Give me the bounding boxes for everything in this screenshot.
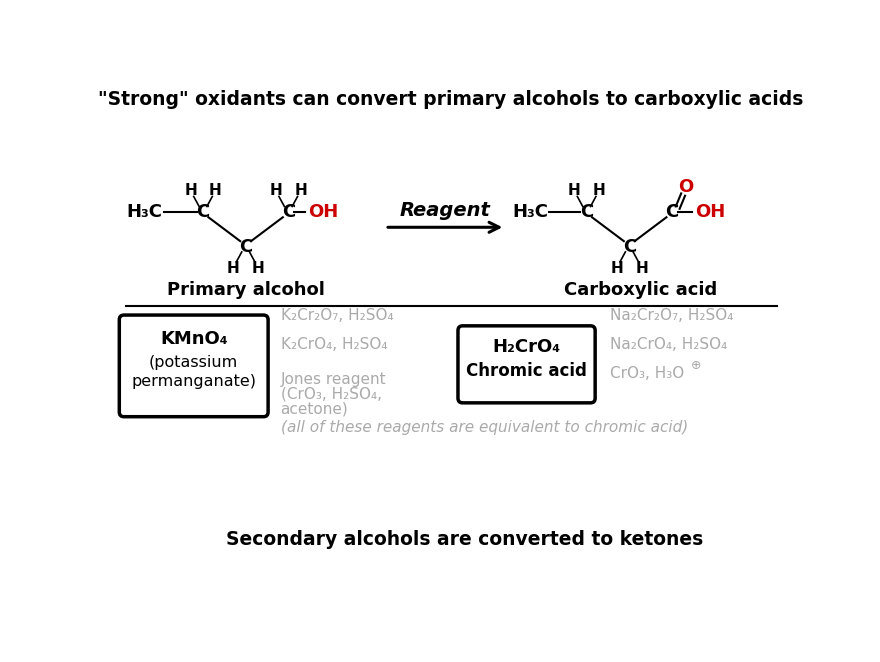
- Text: C: C: [282, 203, 295, 221]
- Text: H: H: [252, 261, 264, 275]
- Text: K₂CrO₄, H₂SO₄: K₂CrO₄, H₂SO₄: [281, 337, 387, 352]
- Text: C: C: [665, 203, 678, 221]
- Text: C: C: [623, 238, 636, 256]
- Text: H: H: [227, 261, 239, 275]
- Text: H: H: [209, 183, 222, 198]
- Text: Secondary alcohols are converted to ketones: Secondary alcohols are converted to keto…: [226, 530, 703, 549]
- Text: C: C: [580, 203, 593, 221]
- Text: KMnO₄: KMnO₄: [160, 330, 228, 348]
- FancyBboxPatch shape: [120, 315, 268, 416]
- Text: OH: OH: [695, 203, 725, 221]
- Text: Jones reagent: Jones reagent: [281, 372, 386, 387]
- Text: Carboxylic acid: Carboxylic acid: [564, 281, 717, 299]
- Text: Primary alcohol: Primary alcohol: [166, 281, 325, 299]
- Text: Chromic acid: Chromic acid: [466, 361, 587, 379]
- Text: Na₂Cr₂O₇, H₂SO₄: Na₂Cr₂O₇, H₂SO₄: [610, 308, 733, 323]
- Text: H: H: [568, 183, 581, 198]
- Text: C: C: [196, 203, 209, 221]
- Text: H: H: [294, 183, 307, 198]
- Text: (potassium: (potassium: [149, 355, 238, 369]
- Text: "Strong" oxidants can convert primary alcohols to carboxylic acids: "Strong" oxidants can convert primary al…: [99, 90, 803, 109]
- Text: H: H: [269, 183, 282, 198]
- Text: H: H: [611, 261, 623, 275]
- Text: C: C: [239, 238, 253, 256]
- FancyBboxPatch shape: [458, 326, 595, 403]
- Text: (all of these reagents are equivalent to chromic acid): (all of these reagents are equivalent to…: [281, 420, 688, 435]
- Text: H₂CrO₄: H₂CrO₄: [493, 338, 561, 356]
- Text: (CrO₃, H₂SO₄,: (CrO₃, H₂SO₄,: [281, 387, 382, 402]
- Text: Na₂CrO₄, H₂SO₄: Na₂CrO₄, H₂SO₄: [610, 337, 727, 352]
- Text: OH: OH: [308, 203, 339, 221]
- Text: H: H: [592, 183, 605, 198]
- Text: K₂Cr₂O₇, H₂SO₄: K₂Cr₂O₇, H₂SO₄: [281, 308, 393, 323]
- Text: Reagent: Reagent: [400, 201, 491, 220]
- Text: H: H: [635, 261, 648, 275]
- Text: acetone): acetone): [281, 401, 348, 416]
- Text: CrO₃, H₃O: CrO₃, H₃O: [610, 366, 684, 381]
- Text: H: H: [184, 183, 197, 198]
- Text: O: O: [678, 178, 693, 196]
- Text: permanganate): permanganate): [131, 374, 256, 389]
- Text: H₃C: H₃C: [127, 203, 163, 221]
- Text: H₃C: H₃C: [512, 203, 548, 221]
- Text: ⊕: ⊕: [692, 359, 701, 373]
